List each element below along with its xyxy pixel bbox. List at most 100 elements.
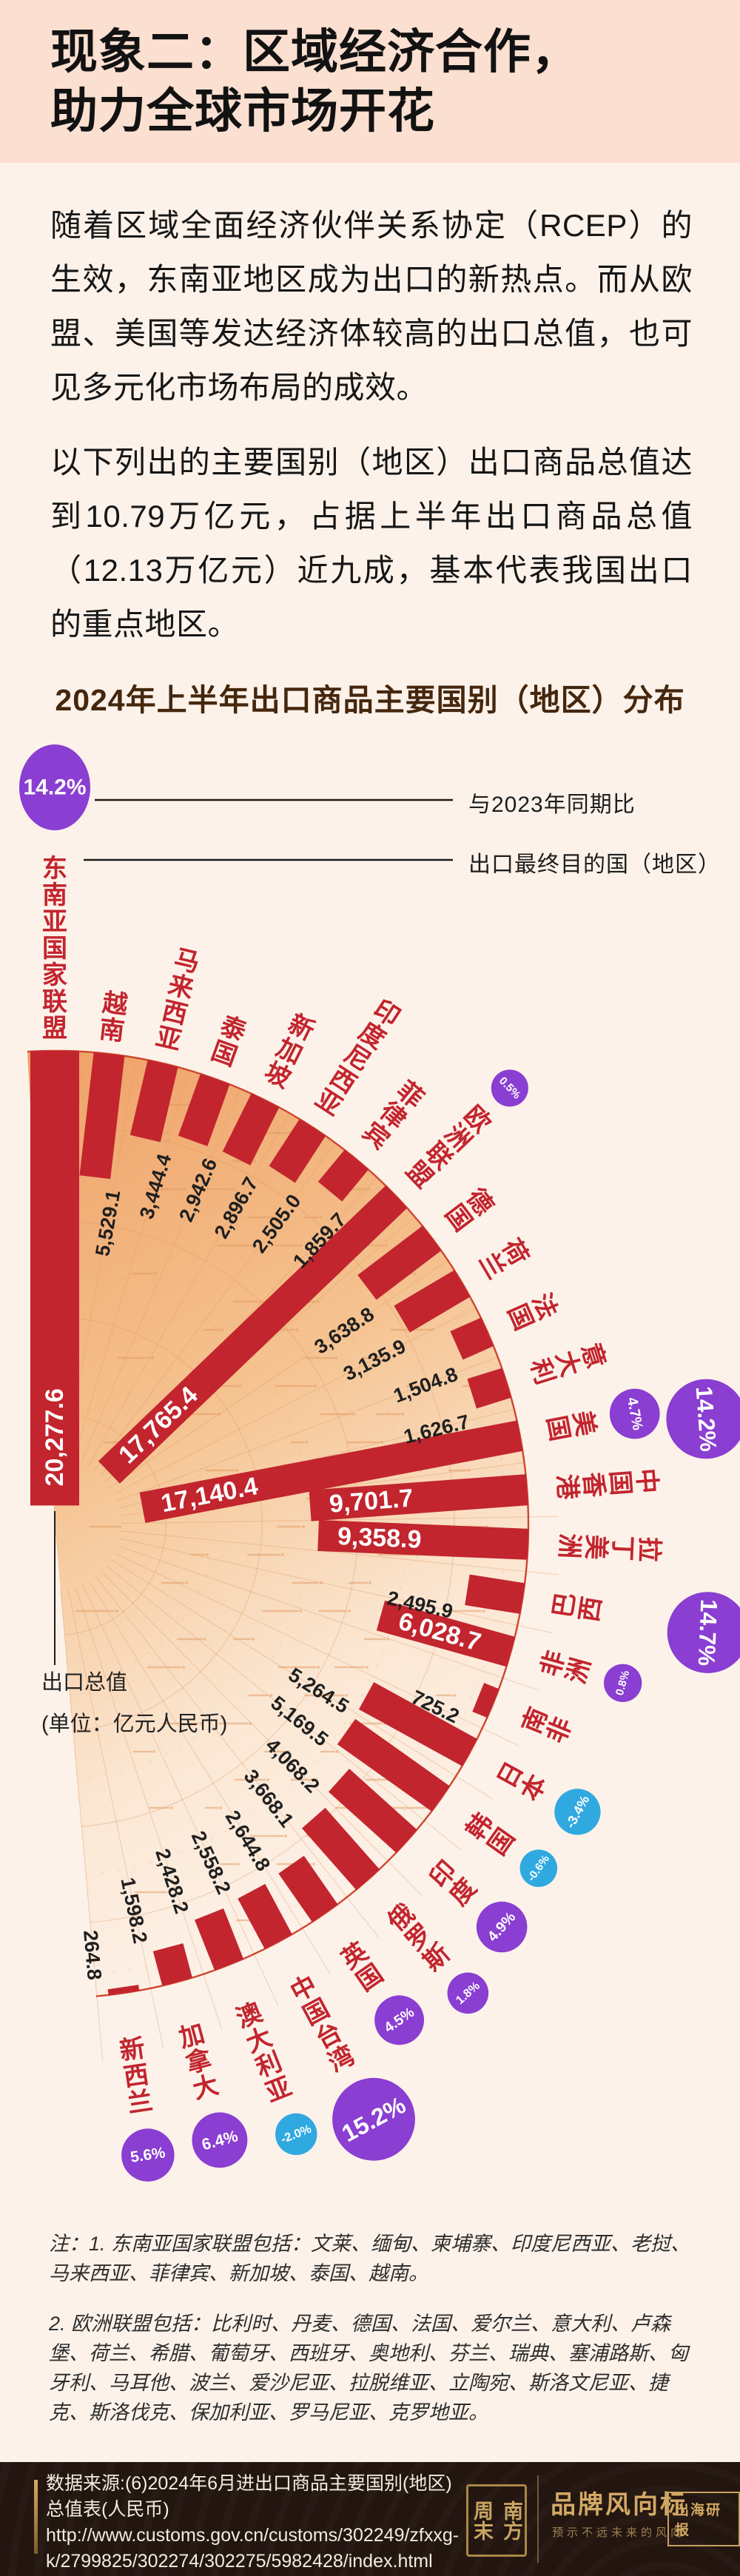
- bar-13: [309, 1474, 528, 1521]
- seal-left-column: 周末: [471, 2501, 493, 2540]
- bar-group: [178, 1073, 230, 1146]
- spoke-gridline: [87, 1112, 290, 1467]
- bar-25: [152, 1943, 192, 1986]
- bar-country-label: 拉: [634, 1536, 663, 1563]
- tick-texture-dot: [284, 1835, 287, 1837]
- bar-value-26: 264.8: [79, 1929, 106, 1981]
- spoke-gridline: [110, 1260, 448, 1488]
- bar-11: [467, 1368, 511, 1409]
- bar-group: [238, 1883, 292, 1949]
- value-axis-note: 出口总值 (单位：亿元人民币): [41, 1671, 228, 1736]
- tick-texture-dot: [302, 1525, 305, 1528]
- bar-17: [472, 1683, 500, 1718]
- tick-texture-dot: [453, 1694, 456, 1697]
- tick-texture-dot: [334, 1356, 337, 1359]
- brand-tagline: 预示不远未来的风向: [552, 2526, 686, 2539]
- tick-texture-dot: [383, 1356, 386, 1359]
- spoke-gridline: [95, 1576, 380, 1938]
- bar-22: [278, 1855, 338, 1923]
- yoy-bubble-14: [667, 1592, 740, 1673]
- tick-texture-dot: [299, 1610, 302, 1612]
- bar-12: [139, 1420, 523, 1524]
- tick-texture-dot: [206, 1553, 209, 1556]
- bar-7: [98, 1185, 408, 1484]
- ring-gridline: [42, 1316, 263, 1732]
- bar-group: [79, 1052, 125, 1180]
- tick-texture-dot: [315, 1778, 318, 1781]
- bar-group: [98, 1185, 408, 1484]
- spoke-gridline: [121, 1530, 559, 1575]
- bar-group: [107, 1985, 140, 1996]
- footnote-eu: 2. 欧洲联盟包括：比利时、丹麦、德国、法国、爱尔兰、意大利、卢森堡、荷兰、希腊…: [49, 2313, 688, 2424]
- spoke-gridline: [67, 1590, 164, 2050]
- spoke-gridline: [89, 1581, 332, 1975]
- tick-texture-dot: [482, 1610, 485, 1612]
- bar-country-label: 洲: [562, 1655, 596, 1686]
- spoke-gridline: [75, 1587, 223, 2031]
- tick-texture-dot: [253, 1160, 256, 1163]
- tick-texture-dot: [314, 1385, 317, 1388]
- yoy-bubble-20: [476, 1901, 528, 1953]
- spoke-gridline: [117, 1545, 539, 1691]
- tick-texture-dot: [266, 1778, 269, 1781]
- bar-country-label: 洲: [554, 1533, 583, 1559]
- report-badge: 出海研报: [667, 2492, 740, 2546]
- bar-country-label: 西: [159, 997, 190, 1030]
- legend-yoy-label: 与2023年同期比: [468, 793, 636, 817]
- tick-texture-dot: [281, 1553, 284, 1556]
- tick-texture-dot: [203, 1638, 206, 1641]
- tick-texture-dot: [317, 1666, 320, 1669]
- yoy-bubble-13: [666, 1379, 740, 1459]
- spoke-gridline: [113, 1306, 476, 1495]
- bar-3: [178, 1073, 230, 1146]
- bar-value-14: 9,358.9: [337, 1522, 422, 1554]
- tick-texture-dot: [296, 1328, 299, 1331]
- yoy-bubble-12: [609, 1388, 660, 1439]
- bar-country-label: 家: [42, 961, 67, 989]
- tick-texture-dot: [413, 1272, 416, 1275]
- bar-group: [269, 1118, 326, 1183]
- tick-texture-dot: [250, 1244, 253, 1247]
- tick-texture-dot: [431, 1328, 434, 1331]
- tick-texture-dot: [380, 1441, 383, 1444]
- yoy-bubble-16: [603, 1664, 642, 1703]
- bar-group: [278, 1855, 338, 1923]
- spoke-gridline: [114, 1553, 519, 1746]
- spoke-gridline: [106, 1565, 461, 1850]
- data-source: 数据来源:(6)2024年6月进出口商品主要国别(地区)总值表(人民币) htt…: [46, 2471, 469, 2575]
- footer-divider: [537, 2475, 539, 2563]
- tick-texture-dot: [151, 1356, 154, 1359]
- southern-weekly-seal-logo: 周末 南方: [466, 2484, 527, 2557]
- bar-group: [139, 1420, 523, 1524]
- tick-texture-dot: [345, 1694, 348, 1697]
- bar-10: [450, 1317, 494, 1360]
- bar-value-13: 9,701.7: [329, 1484, 414, 1518]
- spoke-gridline: [110, 1559, 494, 1800]
- bar-group: [317, 1519, 529, 1560]
- spoke-gridline: [82, 1584, 279, 2006]
- bar-group: [358, 1682, 477, 1766]
- bar-country-label: 国: [542, 1413, 574, 1444]
- tick-texture-dot: [386, 1638, 389, 1641]
- footnote-asean: 注：1. 东南亚国家联盟包括：文莱、缅甸、柬埔寨、印度尼西亚、老挝、马来西亚、菲…: [49, 2233, 691, 2284]
- bar-group: [472, 1683, 500, 1718]
- page-title: 现象二：区域经济合作， 助力全球市场开花: [50, 25, 579, 138]
- tick-texture-dot: [237, 1863, 240, 1866]
- bar-group: [194, 1908, 244, 1971]
- tick-texture-dot: [152, 1750, 155, 1753]
- tick-texture-dot: [320, 1581, 323, 1584]
- bar-group: [376, 1600, 516, 1667]
- bar-group: [337, 1718, 450, 1812]
- bar-country-label: 东: [42, 854, 67, 883]
- spoke-gridline: [73, 1070, 190, 1461]
- tick-texture-dot: [221, 1328, 223, 1331]
- bar-country-label: 西: [122, 2060, 151, 2092]
- intro-paragraph-1: 随着区域全面经济伙伴关系协定（RCEP）的生效，东南亚地区成为出口的新热点。而从…: [50, 208, 693, 405]
- yoy-bubble-text-14: 14.7%: [693, 1598, 723, 1667]
- bar-country-label: 新: [118, 2034, 147, 2066]
- tick-texture-dot: [118, 1525, 121, 1528]
- bar-group: [222, 1093, 280, 1166]
- bar-group: [152, 1943, 192, 1986]
- tick-texture-dot: [186, 1103, 189, 1106]
